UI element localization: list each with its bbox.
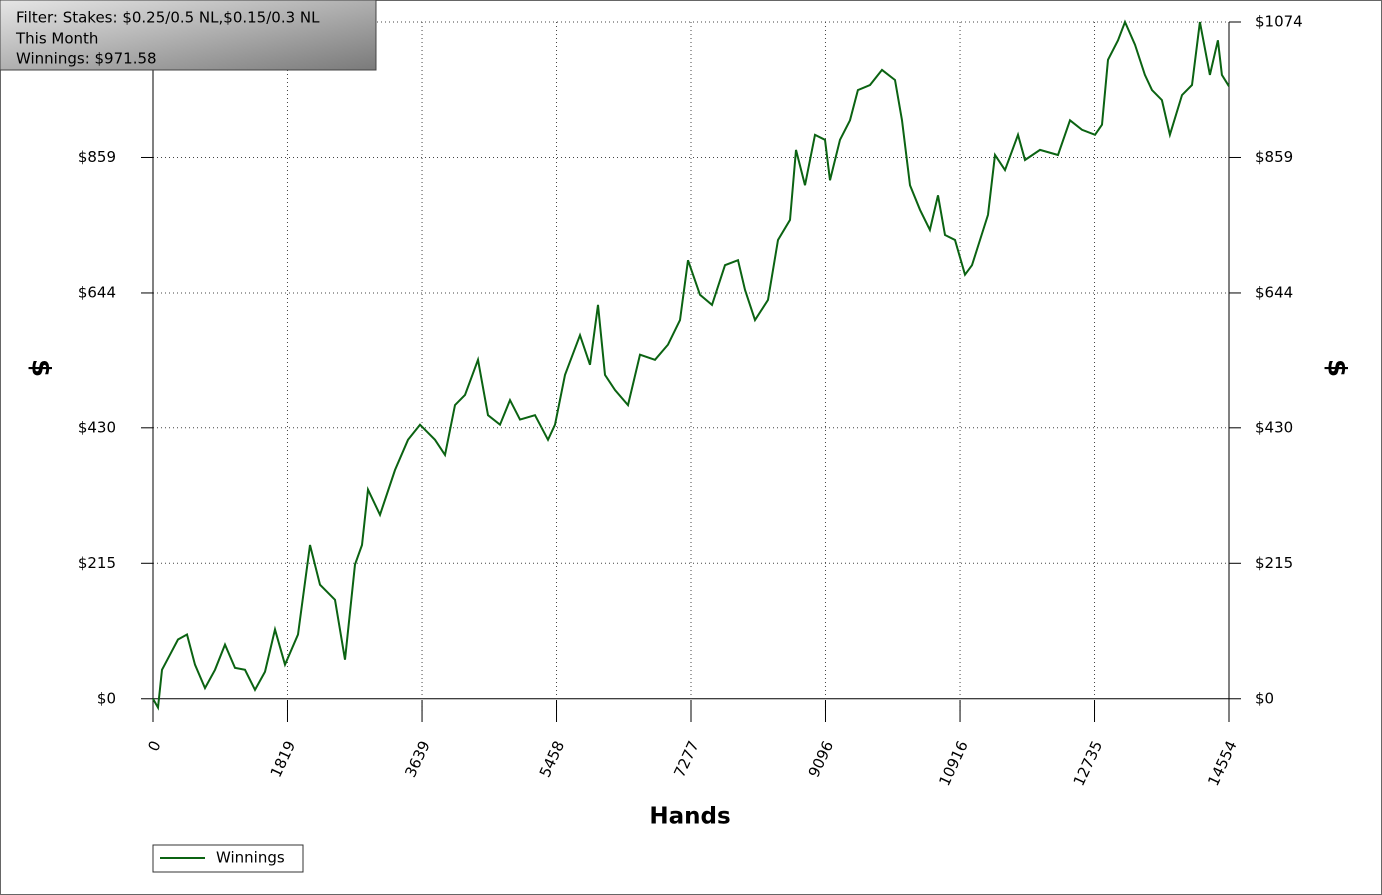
y2-tick-label: $644 bbox=[1255, 283, 1293, 301]
y-tick-label: $644 bbox=[78, 283, 116, 301]
y2-tick-label: $1074 bbox=[1255, 13, 1303, 31]
y2-axis-label: $ bbox=[1322, 359, 1352, 377]
x-axis-label: Hands bbox=[649, 804, 730, 830]
y-tick-label: $430 bbox=[78, 418, 116, 436]
filter-text: Filter: Stakes: $0.25/0.5 NL,$0.15/0.3 N… bbox=[16, 9, 320, 27]
y-axis-label: $ bbox=[26, 359, 56, 377]
y2-tick-label: $859 bbox=[1255, 148, 1293, 166]
y-tick-label: $215 bbox=[78, 554, 116, 572]
filter-text: Winnings: $971.58 bbox=[16, 50, 157, 68]
legend-label: Winnings bbox=[216, 849, 285, 867]
series-line bbox=[152, 19, 1230, 711]
y-tick-label: $0 bbox=[97, 689, 116, 707]
filter-box bbox=[0, 0, 377, 71]
filter-text: This Month bbox=[15, 30, 98, 48]
y-tick-label: $859 bbox=[78, 148, 116, 166]
y2-tick-label: $215 bbox=[1255, 554, 1293, 572]
y2-tick-label: $0 bbox=[1255, 689, 1274, 707]
y2-tick-label: $430 bbox=[1255, 418, 1293, 436]
